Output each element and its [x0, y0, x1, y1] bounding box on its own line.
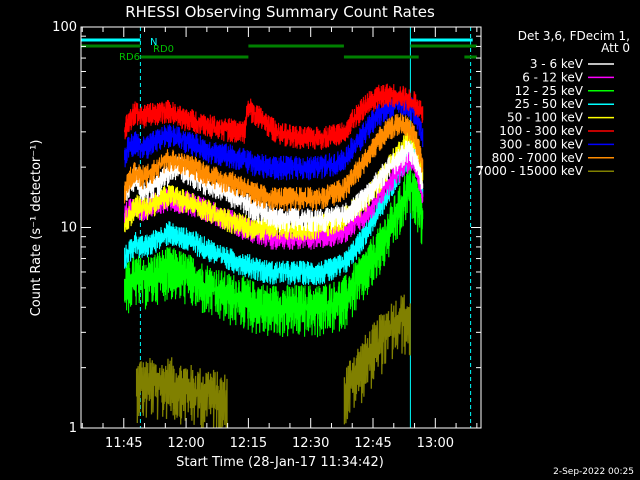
saa-flag-label: N: [150, 37, 157, 48]
legend-label: 12 - 25 keV: [515, 84, 584, 98]
series-25-50-kev: [124, 145, 424, 286]
series-trace: [124, 92, 424, 181]
y-axis-label: Count Rate (s⁻¹ detector⁻¹): [29, 140, 44, 317]
legend-label: 800 - 7000 keV: [492, 151, 584, 165]
x-tick-label: 12:00: [167, 436, 204, 451]
series-trace: [124, 113, 424, 212]
x-tick-label: 11:45: [105, 436, 142, 451]
legend-label: 3 - 6 keV: [530, 57, 584, 71]
series-3-6-kev: [124, 140, 424, 233]
legend-label: 300 - 800 keV: [499, 137, 583, 151]
series-300-800-kev: [124, 92, 424, 181]
chart-title: RHESSI Observing Summary Count Rates: [125, 3, 435, 21]
x-tick-label: 12:45: [354, 436, 391, 451]
rd0-flag-label: RD0: [153, 44, 174, 55]
series-trace: [124, 165, 424, 338]
series-trace: [124, 83, 424, 150]
series-trace: [124, 140, 424, 233]
series-100-300-kev: [124, 83, 424, 150]
x-tick-label: 12:15: [230, 436, 267, 451]
y-tick-label: 10: [60, 221, 77, 236]
rd6-flag-label: RD6: [119, 52, 140, 63]
legend-label: 6 - 12 keV: [522, 70, 584, 84]
x-axis-label: Start Time (28-Jan-17 11:34:42): [176, 455, 384, 470]
y-tick-label: 100: [52, 20, 77, 35]
legend-header-line-1: Det 3,6, FDecim 1,: [518, 29, 630, 43]
series-800-7000-kev: [124, 113, 424, 212]
legend-label: 50 - 100 keV: [507, 111, 584, 125]
legend-header-line-2: Att 0: [601, 41, 630, 55]
legend-label: 100 - 300 keV: [499, 124, 583, 138]
x-tick-label: 13:00: [417, 436, 454, 451]
series-trace: [135, 294, 411, 429]
legend-label: 7000 - 15000 keV: [476, 164, 583, 178]
x-tick-label: 12:30: [292, 436, 329, 451]
series-trace: [124, 145, 424, 286]
legend-label: 25 - 50 keV: [515, 97, 584, 111]
series-12-25-kev: [124, 165, 424, 338]
timestamp-footer: 2-Sep-2022 00:25: [553, 467, 634, 477]
series-7000-15000-kev: [135, 294, 411, 429]
y-tick-label: 1: [69, 421, 77, 436]
